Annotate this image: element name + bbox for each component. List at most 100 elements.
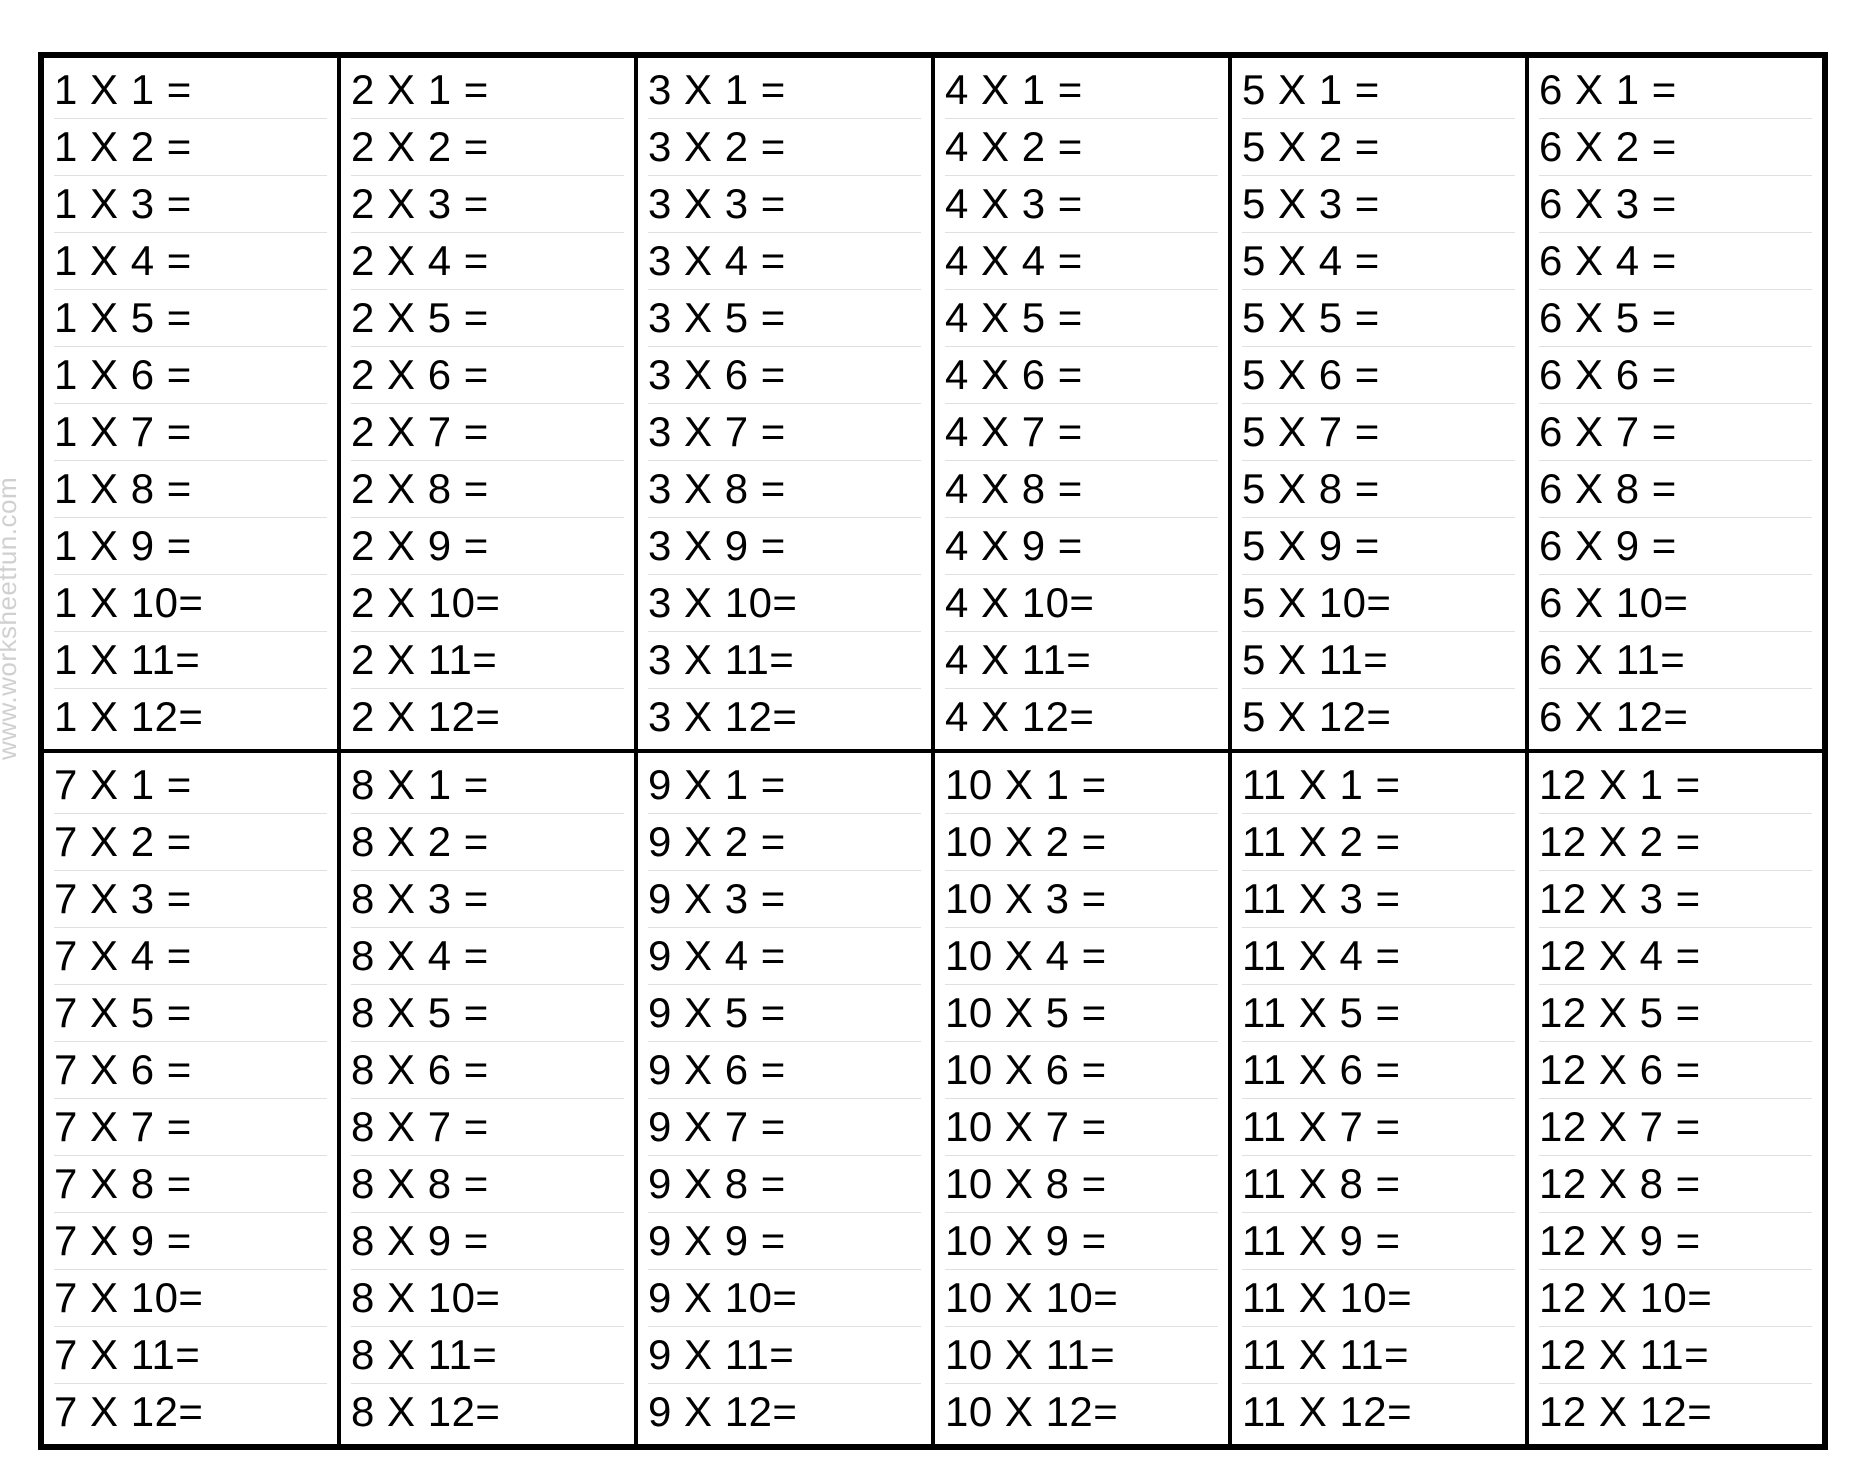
equation-line: 2 X 9 = (351, 518, 624, 575)
equation-line: 5 X 2 = (1242, 119, 1515, 176)
equation-line: 9 X 6 = (648, 1042, 921, 1099)
equation-line: 4 X 7 = (945, 404, 1218, 461)
worksheet-page: 1 X 1 = 1 X 2 = 1 X 3 = 1 X 4 = 1 X 5 = … (38, 52, 1828, 1450)
equation-line: 11 X 7 = (1242, 1099, 1515, 1156)
equation-line: 1 X 2 = (54, 119, 327, 176)
equation-line: 4 X 2 = (945, 119, 1218, 176)
equation-line: 11 X 1 = (1242, 757, 1515, 814)
equation-line: 5 X 9 = (1242, 518, 1515, 575)
equation-line: 3 X 1 = (648, 62, 921, 119)
equation-line: 11 X 3 = (1242, 871, 1515, 928)
equation-line: 7 X 5 = (54, 985, 327, 1042)
equation-line: 4 X 6 = (945, 347, 1218, 404)
equation-line: 1 X 12= (54, 689, 327, 745)
equation-line: 7 X 2 = (54, 814, 327, 871)
equation-line: 11 X 12= (1242, 1384, 1515, 1440)
equation-line: 6 X 4 = (1539, 233, 1812, 290)
equation-line: 3 X 8 = (648, 461, 921, 518)
equation-line: 9 X 12= (648, 1384, 921, 1440)
equation-line: 6 X 8 = (1539, 461, 1812, 518)
equation-line: 3 X 10= (648, 575, 921, 632)
equation-line: 2 X 7 = (351, 404, 624, 461)
equation-line: 6 X 2 = (1539, 119, 1812, 176)
equation-line: 10 X 1 = (945, 757, 1218, 814)
equation-line: 5 X 3 = (1242, 176, 1515, 233)
equation-line: 4 X 12= (945, 689, 1218, 745)
equation-line: 9 X 11= (648, 1327, 921, 1384)
equation-line: 8 X 11= (351, 1327, 624, 1384)
equation-line: 9 X 7 = (648, 1099, 921, 1156)
times-table-cell-6: 6 X 1 = 6 X 2 = 6 X 3 = 6 X 4 = 6 X 5 = … (1527, 56, 1824, 751)
equation-line: 7 X 1 = (54, 757, 327, 814)
equation-line: 2 X 6 = (351, 347, 624, 404)
equation-line: 11 X 8 = (1242, 1156, 1515, 1213)
equation-line: 12 X 9 = (1539, 1213, 1812, 1270)
equation-line: 7 X 10= (54, 1270, 327, 1327)
equation-line: 10 X 9 = (945, 1213, 1218, 1270)
equation-line: 3 X 12= (648, 689, 921, 745)
equation-line: 5 X 11= (1242, 632, 1515, 689)
equation-line: 3 X 7 = (648, 404, 921, 461)
equation-line: 5 X 6 = (1242, 347, 1515, 404)
equation-line: 10 X 11= (945, 1327, 1218, 1384)
equation-line: 1 X 1 = (54, 62, 327, 119)
equation-line: 7 X 4 = (54, 928, 327, 985)
times-table-cell-8: 8 X 1 = 8 X 2 = 8 X 3 = 8 X 4 = 8 X 5 = … (339, 751, 636, 1446)
times-table-cell-12: 12 X 1 = 12 X 2 = 12 X 3 = 12 X 4 = 12 X… (1527, 751, 1824, 1446)
equation-line: 3 X 3 = (648, 176, 921, 233)
equation-line: 5 X 10= (1242, 575, 1515, 632)
times-table-cell-1: 1 X 1 = 1 X 2 = 1 X 3 = 1 X 4 = 1 X 5 = … (42, 56, 339, 751)
equation-line: 4 X 8 = (945, 461, 1218, 518)
equation-line: 11 X 5 = (1242, 985, 1515, 1042)
equation-line: 1 X 11= (54, 632, 327, 689)
equation-line: 9 X 9 = (648, 1213, 921, 1270)
equation-line: 6 X 11= (1539, 632, 1812, 689)
times-table-cell-2: 2 X 1 = 2 X 2 = 2 X 3 = 2 X 4 = 2 X 5 = … (339, 56, 636, 751)
equation-line: 2 X 2 = (351, 119, 624, 176)
equation-line: 9 X 4 = (648, 928, 921, 985)
times-table-cell-7: 7 X 1 = 7 X 2 = 7 X 3 = 7 X 4 = 7 X 5 = … (42, 751, 339, 1446)
equation-line: 10 X 2 = (945, 814, 1218, 871)
equation-line: 12 X 7 = (1539, 1099, 1812, 1156)
times-table-cell-4: 4 X 1 = 4 X 2 = 4 X 3 = 4 X 4 = 4 X 5 = … (933, 56, 1230, 751)
equation-line: 11 X 11= (1242, 1327, 1515, 1384)
equation-line: 11 X 6 = (1242, 1042, 1515, 1099)
equation-line: 5 X 8 = (1242, 461, 1515, 518)
equation-line: 1 X 9 = (54, 518, 327, 575)
equation-line: 10 X 6 = (945, 1042, 1218, 1099)
equation-line: 10 X 5 = (945, 985, 1218, 1042)
equation-line: 12 X 10= (1539, 1270, 1812, 1327)
equation-line: 8 X 9 = (351, 1213, 624, 1270)
equation-line: 10 X 4 = (945, 928, 1218, 985)
equation-line: 2 X 8 = (351, 461, 624, 518)
equation-line: 6 X 5 = (1539, 290, 1812, 347)
equation-line: 3 X 2 = (648, 119, 921, 176)
equation-line: 5 X 4 = (1242, 233, 1515, 290)
times-table-cell-3: 3 X 1 = 3 X 2 = 3 X 3 = 3 X 4 = 3 X 5 = … (636, 56, 933, 751)
times-table-grid: 1 X 1 = 1 X 2 = 1 X 3 = 1 X 4 = 1 X 5 = … (38, 52, 1828, 1450)
equation-line: 4 X 4 = (945, 233, 1218, 290)
equation-line: 8 X 6 = (351, 1042, 624, 1099)
equation-line: 7 X 6 = (54, 1042, 327, 1099)
equation-line: 6 X 12= (1539, 689, 1812, 745)
equation-line: 12 X 1 = (1539, 757, 1812, 814)
watermark-text: www.worksheetfun.com (0, 477, 23, 760)
equation-line: 8 X 2 = (351, 814, 624, 871)
equation-line: 7 X 12= (54, 1384, 327, 1440)
equation-line: 10 X 3 = (945, 871, 1218, 928)
equation-line: 4 X 11= (945, 632, 1218, 689)
equation-line: 9 X 1 = (648, 757, 921, 814)
equation-line: 6 X 10= (1539, 575, 1812, 632)
equation-line: 8 X 3 = (351, 871, 624, 928)
equation-line: 4 X 10= (945, 575, 1218, 632)
equation-line: 4 X 9 = (945, 518, 1218, 575)
equation-line: 9 X 3 = (648, 871, 921, 928)
equation-line: 7 X 9 = (54, 1213, 327, 1270)
equation-line: 7 X 3 = (54, 871, 327, 928)
equation-line: 12 X 12= (1539, 1384, 1812, 1440)
equation-line: 12 X 6 = (1539, 1042, 1812, 1099)
equation-line: 9 X 2 = (648, 814, 921, 871)
equation-line: 11 X 10= (1242, 1270, 1515, 1327)
equation-line: 7 X 7 = (54, 1099, 327, 1156)
equation-line: 3 X 6 = (648, 347, 921, 404)
